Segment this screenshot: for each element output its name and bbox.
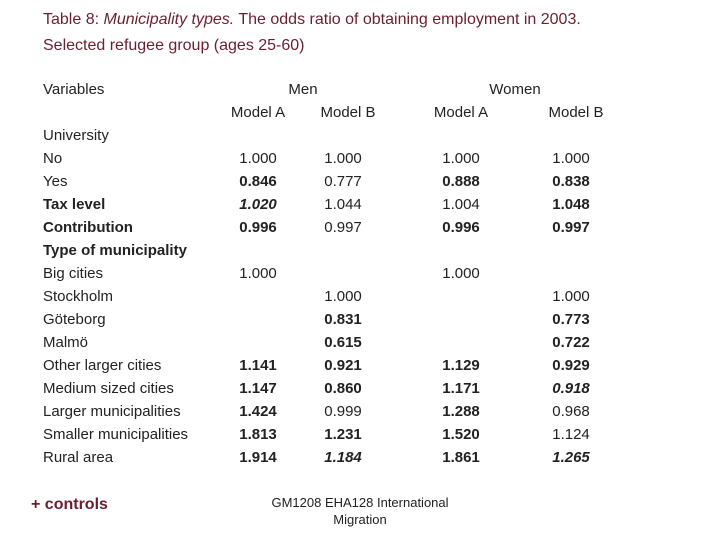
row-label: Smaller municipalities bbox=[43, 426, 189, 443]
row-label: Contribution bbox=[43, 219, 133, 236]
cell: 0.996 bbox=[239, 219, 277, 236]
cell: 1.288 bbox=[442, 403, 480, 420]
row-label: Larger municipalities bbox=[43, 403, 181, 420]
cell: 1.129 bbox=[442, 357, 480, 374]
cell: 1.914 bbox=[239, 449, 277, 466]
column-header: Model B bbox=[320, 104, 376, 121]
cell: 1.520 bbox=[442, 426, 480, 443]
column-header: Model B bbox=[548, 104, 604, 121]
cell: 1.000 bbox=[442, 150, 480, 167]
cell: 0.929 bbox=[552, 357, 590, 374]
cell: 0.773 bbox=[552, 311, 590, 328]
cell: 1.004 bbox=[442, 196, 480, 213]
source: GM1208 EHA128 International Migration bbox=[271, 495, 449, 527]
row-label: Stockholm bbox=[43, 288, 114, 305]
cell: 0.999 bbox=[324, 403, 362, 420]
row-label: No bbox=[43, 150, 63, 167]
row-label: Medium sized cities bbox=[43, 380, 174, 397]
cell: 1.147 bbox=[239, 380, 277, 397]
column-header: Model A bbox=[433, 104, 489, 121]
cell: 0.777 bbox=[324, 173, 362, 190]
title-emphasis: Municipality types. bbox=[103, 11, 235, 28]
cell: 0.997 bbox=[324, 219, 362, 236]
cell: 0.996 bbox=[442, 219, 480, 236]
title: Table 8: Municipality types. The odds ra… bbox=[43, 10, 581, 30]
cell: 0.860 bbox=[324, 380, 362, 397]
row-label: Type of municipality bbox=[43, 242, 187, 259]
cell: 0.831 bbox=[324, 311, 362, 328]
cell: 0.838 bbox=[552, 173, 590, 190]
cell: 0.921 bbox=[324, 357, 362, 374]
row-label: Malmö bbox=[43, 334, 89, 351]
cell: 1.000 bbox=[239, 265, 277, 282]
row-label: Tax level bbox=[43, 196, 106, 213]
row-label: Yes bbox=[43, 173, 68, 190]
cell: 1.813 bbox=[239, 426, 277, 443]
cell: 1.000 bbox=[442, 265, 480, 282]
cell: 1.124 bbox=[552, 426, 590, 443]
cell: 1.861 bbox=[442, 449, 480, 466]
cell: 1.000 bbox=[552, 288, 590, 305]
group-header: Women bbox=[489, 81, 541, 98]
controls-note: + controls bbox=[31, 496, 108, 513]
cell: 0.846 bbox=[239, 173, 277, 190]
column-header: Model A bbox=[230, 104, 286, 121]
cell: 1.171 bbox=[442, 380, 480, 397]
group-header: Men bbox=[288, 81, 318, 98]
cell: 0.722 bbox=[552, 334, 590, 351]
row-label: University bbox=[43, 127, 109, 144]
cell: 0.615 bbox=[324, 334, 362, 351]
cell: 0.997 bbox=[552, 219, 590, 236]
title-rest: The odds ratio of obtaining employment i… bbox=[234, 11, 581, 28]
cell: 1.231 bbox=[324, 426, 362, 443]
title-prefix: Table 8: bbox=[43, 11, 104, 28]
cell: 0.918 bbox=[552, 380, 590, 397]
cell: 1.020 bbox=[239, 196, 277, 213]
cell: 1.000 bbox=[239, 150, 277, 167]
cell: 1.424 bbox=[239, 403, 277, 420]
cell: 1.000 bbox=[552, 150, 590, 167]
cell: 0.968 bbox=[552, 403, 590, 420]
cell: 1.184 bbox=[324, 449, 362, 466]
cell: 1.141 bbox=[239, 357, 277, 374]
row-label: Rural area bbox=[43, 449, 114, 466]
cell: 1.044 bbox=[324, 196, 362, 213]
row-label: Göteborg bbox=[43, 311, 106, 328]
row-label: Other larger cities bbox=[43, 357, 162, 374]
cell: 1.265 bbox=[552, 449, 590, 466]
cell: 1.048 bbox=[552, 196, 590, 213]
cell: 0.888 bbox=[442, 173, 480, 190]
cell: 1.000 bbox=[324, 150, 362, 167]
cell: 1.000 bbox=[324, 288, 362, 305]
subtitle: Selected refugee group (ages 25-60) bbox=[43, 37, 305, 54]
variables-header: Variables bbox=[43, 81, 105, 98]
row-label: Big cities bbox=[43, 265, 104, 282]
